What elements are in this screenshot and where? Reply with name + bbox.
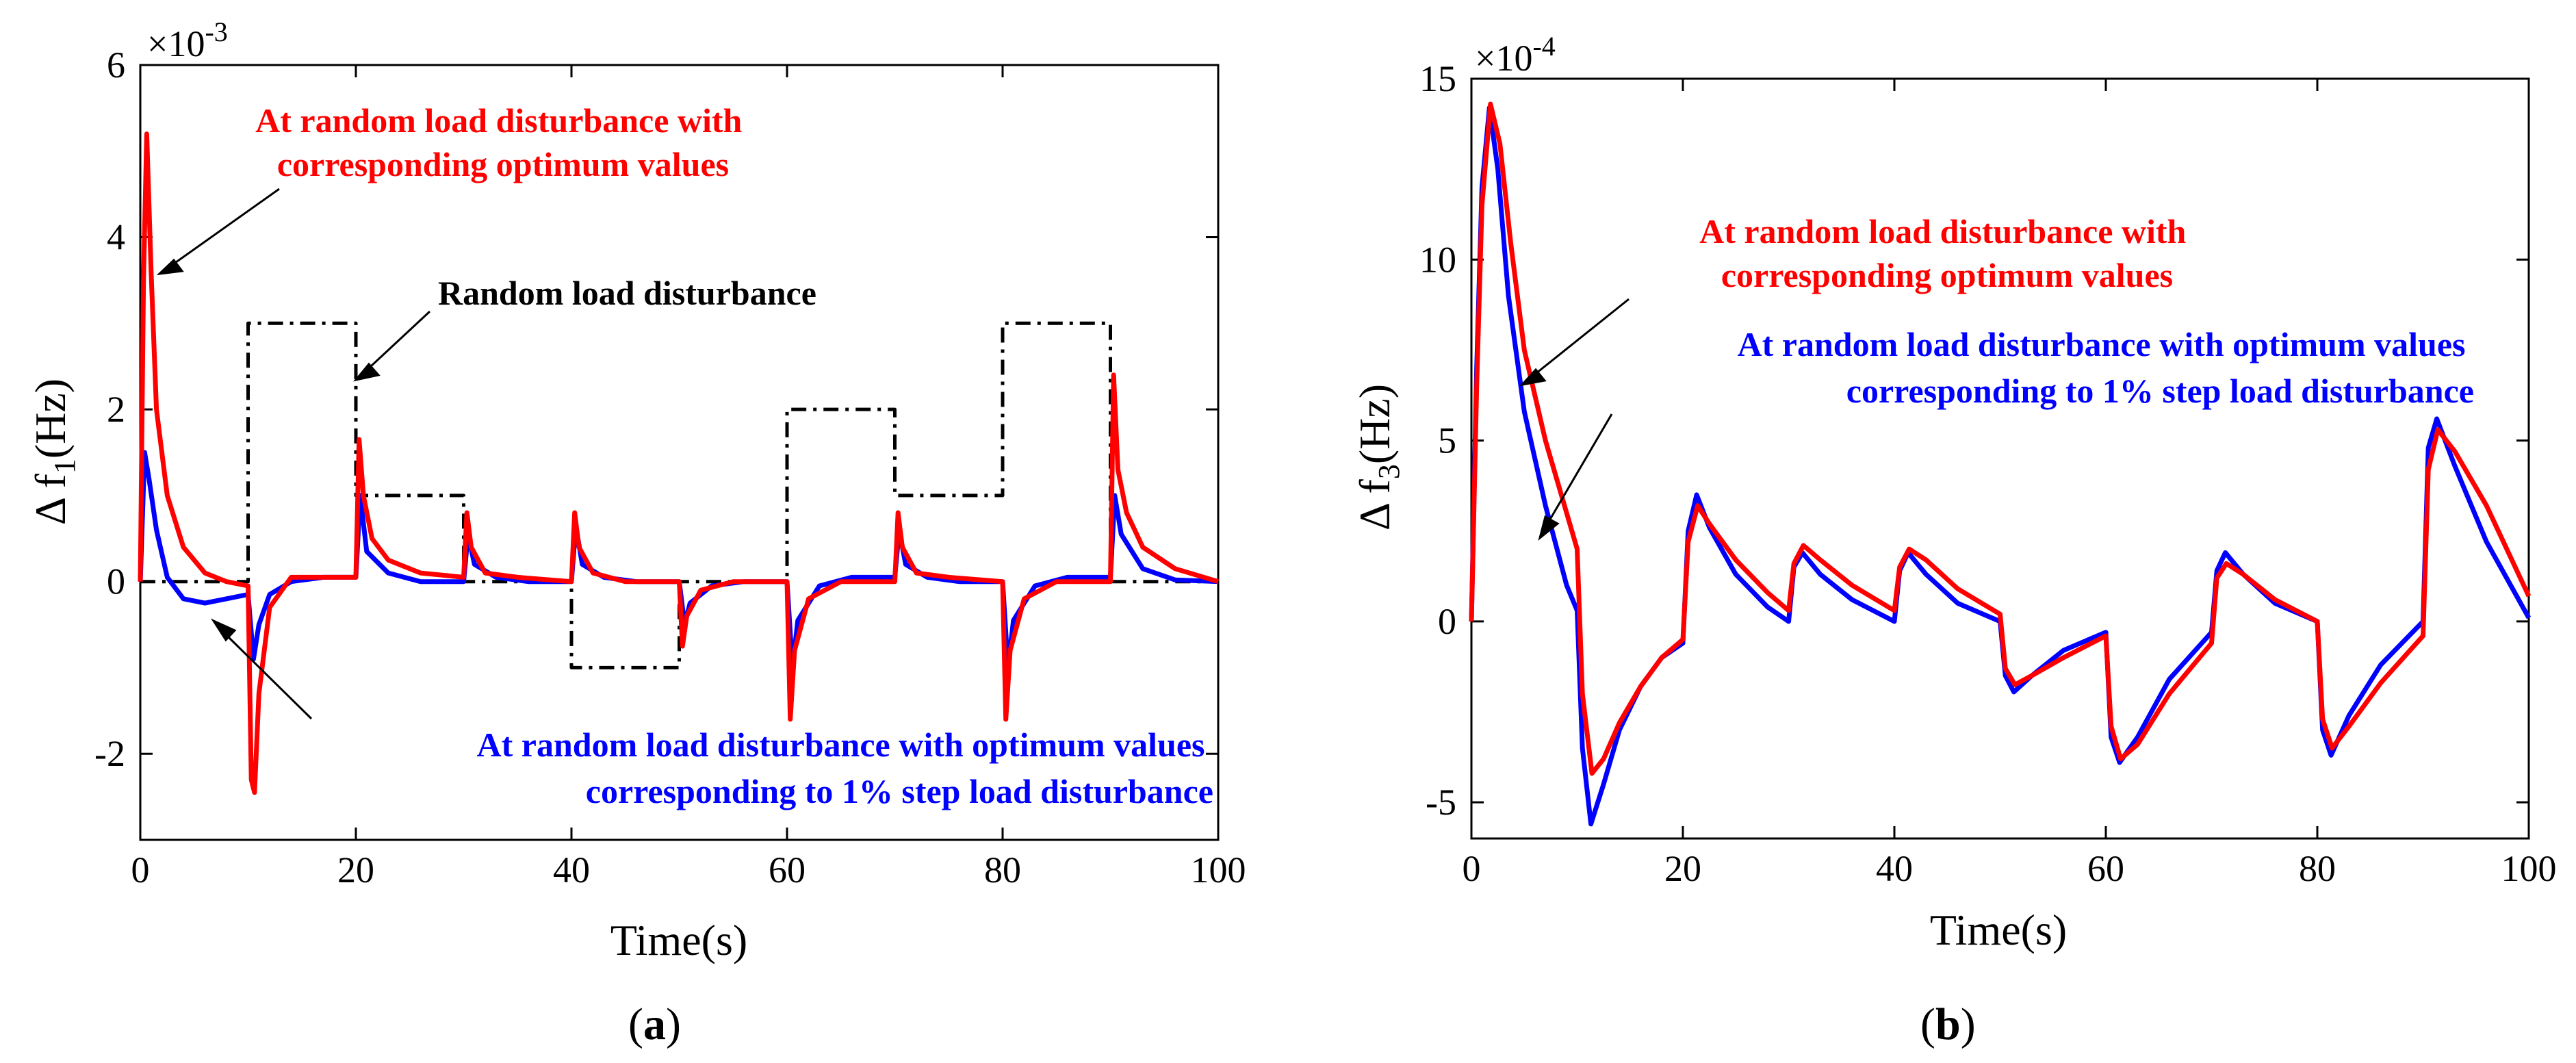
panel-a-annotation-red: At random load disturbance with correspo… (255, 101, 751, 183)
panel-a-plot-area: 0 20 40 60 80 100 -2 0 2 4 6 (94, 44, 1246, 891)
panel-b-y-tick-label: -5 (1426, 782, 1456, 823)
panel-a-y-tick-label: 6 (107, 44, 125, 86)
panel-a-arrow-blue (227, 635, 313, 720)
panel-b-y-tick-label: 0 (1438, 601, 1456, 642)
panel-b-annotation-red: At random load disturbance with correspo… (1699, 212, 2195, 294)
panel-b-axes-box (1470, 77, 2530, 840)
panel-a-series (138, 131, 1220, 795)
panel-a-x-tick-label: 40 (553, 849, 590, 891)
panel-b-arrowhead-blue (1538, 515, 1560, 541)
panel-b-x-ticks: 0 20 40 60 80 100 (1463, 79, 2557, 889)
panel-a: 0 20 40 60 80 100 -2 0 2 4 6 ×10-3 Δ f1(Hz) Time(… (26, 16, 1246, 1049)
panel-b-y-tick-label: 15 (1419, 58, 1456, 99)
panel-a-arrowhead-red (156, 258, 184, 276)
panel-b-label: (b) (1920, 999, 1976, 1049)
panel-a-y-multiplier: ×10-3 (147, 16, 228, 64)
panel-b-arrow-blue (1547, 413, 1613, 522)
panel-a-annotation-black: Random load disturbance (438, 274, 816, 312)
panel-b-arrowhead-red (1519, 368, 1547, 387)
panel-a-arrow-black (370, 310, 431, 368)
panel-b-x-tick-label: 20 (1664, 848, 1701, 889)
panel-a-x-axis-label: Time(s) (610, 916, 747, 964)
panel-b-x-tick-label: 80 (2299, 848, 2336, 889)
panel-b-arrow-red (1536, 298, 1630, 374)
panel-a-optimum-step-line (138, 450, 1219, 670)
panel-b-y-ticks: -5 0 5 10 15 (1419, 58, 2529, 823)
panel-b-x-axis-label: Time(s) (1930, 906, 2067, 954)
panel-a-arrow-red (172, 188, 280, 266)
panel-a-y-axis-label: Δ f1(Hz) (26, 379, 81, 525)
panel-b-y-tick-label: 5 (1438, 420, 1456, 461)
panel-a-arrowhead-blue (210, 618, 237, 642)
panel-a-annotation-blue: At random load disturbance with optimum … (477, 726, 1214, 810)
panel-a-y-tick-label: 2 (107, 389, 125, 430)
panel-a-x-tick-label: 0 (131, 849, 150, 891)
panel-a-y-tick-label: 0 (107, 561, 125, 602)
panel-b-optimum-random-line (1469, 101, 2532, 776)
panel-a-x-tick-label: 80 (984, 849, 1021, 891)
panel-a-y-tick-label: 4 (107, 217, 125, 258)
panel-b-x-tick-label: 60 (2087, 848, 2124, 889)
panel-b-x-tick-label: 40 (1876, 848, 1913, 889)
panel-b-y-multiplier: ×10-4 (1475, 31, 1556, 79)
panel-a-y-tick-label: -2 (94, 733, 125, 774)
panel-a-optimum-random-line (138, 131, 1220, 795)
panel-b-y-tick-label: 10 (1419, 239, 1456, 280)
panel-a-arrowhead-black (353, 362, 381, 382)
panel-a-x-tick-label: 100 (1191, 849, 1246, 891)
panel-a-x-tick-label: 20 (337, 849, 374, 891)
panel-b-x-tick-label: 100 (2501, 848, 2557, 889)
panel-b-x-tick-label: 0 (1463, 848, 1481, 889)
panel-b-series (1469, 101, 2532, 827)
panel-b-y-axis-label: Δ f3(Hz) (1350, 384, 1406, 530)
panel-a-label: (a) (628, 999, 681, 1049)
panel-a-random-load-disturbance-line (140, 321, 1218, 669)
panel-b-annotation-blue: At random load disturbance with optimum … (1738, 325, 2475, 410)
panel-a-x-tick-label: 60 (769, 849, 806, 891)
panel-b-arrows (1519, 298, 1630, 541)
panel-a-x-ticks: 0 20 40 60 80 100 (131, 65, 1246, 891)
panel-a-arrows (156, 188, 431, 720)
